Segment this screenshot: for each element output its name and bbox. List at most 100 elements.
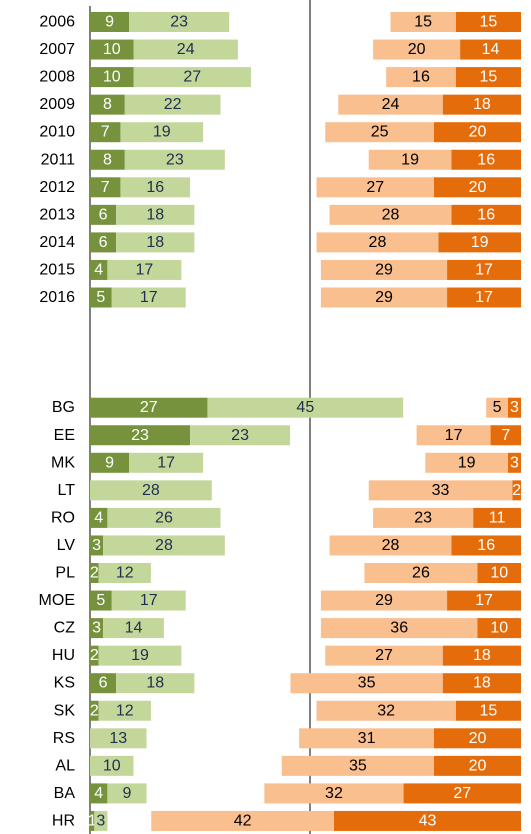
value-label: 16 bbox=[412, 69, 430, 86]
value-label: 5 bbox=[96, 289, 105, 306]
value-label: 19 bbox=[401, 151, 419, 168]
bar-segment bbox=[207, 397, 404, 418]
category-label: KS bbox=[54, 675, 75, 692]
category-label: EE bbox=[54, 427, 75, 444]
category-label: MOE bbox=[39, 592, 75, 609]
value-label: 17 bbox=[475, 289, 493, 306]
value-label: 4 bbox=[94, 509, 103, 526]
value-label: 3 bbox=[96, 812, 105, 829]
bar-segment bbox=[434, 755, 521, 776]
bar-segment bbox=[90, 12, 130, 32]
value-label: 29 bbox=[375, 289, 393, 306]
bar-segment bbox=[90, 590, 112, 611]
value-label: 20 bbox=[469, 124, 487, 141]
value-label: 3 bbox=[510, 454, 519, 471]
bar-segment bbox=[116, 232, 195, 253]
bar-segment bbox=[447, 259, 521, 280]
value-label: 17 bbox=[445, 427, 463, 444]
bar-segment bbox=[434, 177, 521, 198]
bar-segment bbox=[90, 67, 134, 88]
bar-segment bbox=[338, 94, 443, 115]
value-label: 18 bbox=[146, 234, 164, 251]
value-label: 6 bbox=[99, 675, 108, 692]
value-label: 14 bbox=[482, 41, 500, 58]
bar-segment bbox=[90, 700, 99, 721]
bar-segment bbox=[90, 39, 134, 60]
value-label: 35 bbox=[349, 757, 367, 774]
bar-segment bbox=[98, 563, 151, 583]
bar-segment bbox=[442, 645, 521, 666]
value-label: 15 bbox=[414, 14, 432, 31]
bar-segment bbox=[434, 728, 521, 749]
value-label: 29 bbox=[375, 592, 393, 609]
value-label: 19 bbox=[131, 647, 149, 664]
bar-segment bbox=[512, 480, 521, 501]
bar-segment bbox=[90, 507, 108, 528]
value-label: 27 bbox=[183, 69, 201, 86]
bar-segment bbox=[90, 728, 147, 749]
bar-segment bbox=[116, 204, 195, 225]
bar-segment bbox=[368, 149, 452, 170]
value-label: 32 bbox=[377, 702, 395, 719]
value-label: 7 bbox=[101, 179, 110, 196]
bar-segment bbox=[373, 507, 474, 528]
category-label: 2008 bbox=[39, 69, 75, 86]
value-label: 10 bbox=[490, 565, 508, 582]
value-label: 3 bbox=[92, 537, 101, 554]
bar-segment bbox=[447, 590, 521, 611]
bar-segment bbox=[129, 452, 204, 473]
bar-segment bbox=[281, 755, 434, 776]
value-label: 18 bbox=[146, 675, 164, 692]
bar-segment bbox=[90, 535, 104, 556]
bar-segment bbox=[425, 452, 508, 473]
value-label: 2 bbox=[90, 647, 99, 664]
value-label: 35 bbox=[358, 675, 376, 692]
value-label: 2 bbox=[90, 565, 99, 582]
value-label: 8 bbox=[103, 96, 112, 113]
bar-segment bbox=[90, 94, 125, 115]
bar-segment bbox=[90, 259, 108, 280]
value-label: 36 bbox=[390, 620, 408, 637]
bar-segment bbox=[90, 645, 99, 666]
bar-segment bbox=[107, 507, 221, 528]
bar-segment bbox=[320, 259, 448, 280]
value-label: 27 bbox=[366, 179, 384, 196]
bar-segment bbox=[90, 287, 112, 308]
bar-segment bbox=[90, 149, 125, 170]
bar-segment bbox=[364, 563, 478, 583]
value-label: 14 bbox=[125, 620, 143, 637]
value-label: 7 bbox=[101, 124, 110, 141]
bar-segment bbox=[107, 259, 182, 280]
bar-segment bbox=[90, 480, 212, 501]
value-label: 9 bbox=[105, 454, 114, 471]
value-label: 17 bbox=[475, 592, 493, 609]
value-label: 17 bbox=[157, 454, 175, 471]
value-label: 20 bbox=[469, 730, 487, 747]
bar-segment bbox=[507, 397, 521, 418]
bar-segment bbox=[455, 67, 521, 88]
value-label: 17 bbox=[140, 592, 158, 609]
bar-segment bbox=[451, 149, 521, 170]
category-label: LV bbox=[57, 537, 76, 554]
value-label: 25 bbox=[371, 124, 389, 141]
value-label: 33 bbox=[432, 482, 450, 499]
bar-segment bbox=[403, 783, 521, 804]
value-label: 23 bbox=[170, 14, 188, 31]
bar-segment bbox=[90, 452, 130, 473]
category-label: SK bbox=[54, 702, 76, 719]
category-label: BA bbox=[54, 785, 76, 802]
bar-segment bbox=[90, 783, 108, 804]
bar-segment bbox=[316, 232, 439, 253]
value-label: 11 bbox=[489, 509, 506, 526]
value-label: 31 bbox=[358, 730, 376, 747]
bar-segment bbox=[133, 39, 238, 60]
bar-segment bbox=[451, 535, 521, 556]
value-label: 2 bbox=[90, 702, 99, 719]
value-label: 6 bbox=[99, 234, 108, 251]
category-label: 2011 bbox=[41, 151, 76, 168]
bar-segment bbox=[316, 700, 456, 721]
value-label: 19 bbox=[471, 234, 489, 251]
bar-segment bbox=[116, 673, 195, 694]
bar-segment bbox=[442, 94, 521, 115]
